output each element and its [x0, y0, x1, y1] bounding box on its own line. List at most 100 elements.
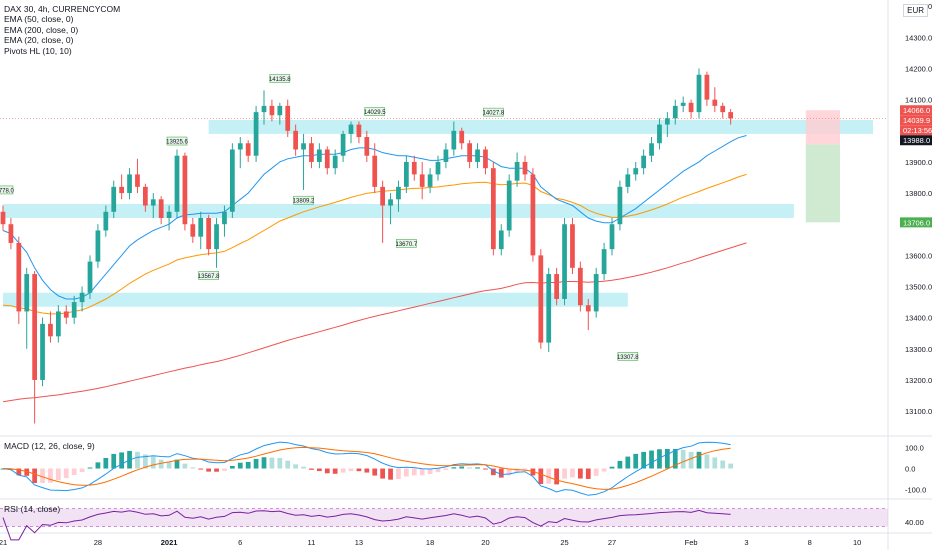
macd-histogram-bar [506, 468, 512, 476]
candle-body [40, 323, 45, 380]
candle-body [214, 224, 219, 250]
candle-body [95, 230, 101, 262]
price-label: 02:13:56 [903, 126, 932, 135]
candle-body [585, 305, 591, 312]
price-tick-label: 13800.0 [905, 189, 932, 198]
candle-body [625, 174, 631, 187]
candle-body [396, 186, 401, 200]
macd-histogram-bar [32, 468, 38, 484]
pivot-label-box [293, 195, 314, 205]
time-tick-label: 8 [808, 538, 812, 547]
macd-histogram-bar [688, 452, 694, 469]
ema200-line [2, 242, 747, 403]
pivot-label: 14027.8 [483, 111, 505, 117]
candle-body [293, 130, 299, 150]
candle-body [443, 149, 449, 162]
macd-histogram-bar [657, 449, 662, 469]
macd-signal-line [2, 446, 731, 490]
price-label-box [900, 217, 932, 228]
pivot-label-box [269, 74, 291, 83]
macd-histogram-bar [245, 461, 251, 469]
candle-body [119, 186, 125, 194]
candle-body [680, 102, 686, 106]
time-tick-label: 28 [94, 538, 102, 547]
macd-histogram-bar [554, 468, 560, 485]
candle-body [380, 186, 386, 206]
sr-zone [3, 292, 628, 307]
candle-body [633, 168, 639, 175]
macd-histogram-bar [309, 468, 314, 470]
candle-body [601, 249, 607, 275]
price-tick-label: 13900.0 [905, 158, 932, 167]
candle-body [127, 174, 132, 194]
macd-histogram-bar [585, 468, 591, 479]
legend-ema20[interactable]: EMA (20, close, 0) [4, 35, 74, 46]
macd-histogram-bar [63, 468, 69, 479]
candle-body [570, 224, 575, 268]
currency-badge[interactable]: EUR [903, 4, 928, 17]
macd-histogram-bar [16, 468, 22, 476]
candle-body [237, 143, 243, 150]
price-tick-label: 13300.0 [905, 345, 932, 354]
macd-histogram-bar [514, 468, 520, 473]
macd-histogram-bar [142, 454, 148, 469]
candle-body [475, 149, 480, 162]
legend-ema50[interactable]: EMA (50, close, 0) [4, 14, 74, 25]
legend-pivots[interactable]: Pivots HL (10, 10) [4, 45, 72, 56]
candle-body [490, 168, 496, 250]
candle-body [142, 186, 148, 206]
candle-body [332, 155, 338, 169]
pivot-label: 13778.0 [0, 188, 15, 194]
candle-body [316, 149, 322, 162]
macd-histogram-bar [411, 468, 417, 476]
macd-histogram-bar [237, 462, 243, 469]
price-label: 13706.0 [903, 218, 930, 227]
candle-body [506, 180, 512, 231]
candle-body [0, 211, 6, 225]
candle-body [411, 161, 417, 175]
candle-body [388, 199, 393, 206]
macd-histogram-bar [680, 449, 686, 469]
macd-histogram-bar [577, 468, 583, 479]
macd-histogram-bar [285, 460, 291, 469]
indicator-legend: DAX 30, 4h, CURRENCYCOM EMA (50, close, … [4, 4, 120, 56]
candle-body [704, 74, 710, 100]
legend-ema200[interactable]: EMA (200, close, 0) [4, 24, 79, 35]
price-tick-label: 14100.0 [905, 96, 932, 105]
price-label: 14066.0 [903, 106, 930, 115]
macd-histogram-bar [490, 468, 496, 476]
candle-body [577, 267, 583, 306]
pivot-label-box [198, 271, 219, 280]
pivot-label: 13307.8 [617, 355, 639, 361]
macd-histogram-bar [641, 451, 647, 469]
macd-histogram-bar [696, 451, 702, 469]
rsi-pane-label[interactable]: RSI (14, close) [4, 504, 61, 514]
price-label-box [900, 105, 932, 116]
time-tick-label: 11 [308, 538, 316, 547]
macd-histogram-bar [498, 468, 504, 478]
candle-body [372, 155, 378, 187]
macd-pane-label[interactable]: MACD (12, 26, close, 9) [4, 441, 95, 451]
candle-body [593, 274, 599, 312]
macd-histogram-bar [40, 468, 45, 483]
macd-histogram-bar [530, 468, 536, 476]
candle-body [55, 311, 61, 337]
candle-body [720, 105, 726, 113]
position-target-zone [805, 144, 840, 223]
candle-body [166, 211, 172, 218]
candle-body [158, 199, 164, 218]
candle-body [649, 143, 654, 156]
macd-histogram-bar [182, 463, 188, 469]
candle-body [467, 143, 473, 162]
candle-body [309, 143, 314, 162]
candle-body [229, 149, 235, 212]
macd-histogram-bar [372, 468, 378, 476]
candle-body [427, 174, 433, 187]
price-tick-label: 13500.0 [905, 283, 932, 292]
legend-symbol[interactable]: DAX 30, 4h, CURRENCYCOM [4, 4, 121, 14]
time-tick-label: 10 [853, 538, 861, 547]
candle-body [498, 230, 504, 250]
time-tick-label: 6 [238, 538, 242, 547]
